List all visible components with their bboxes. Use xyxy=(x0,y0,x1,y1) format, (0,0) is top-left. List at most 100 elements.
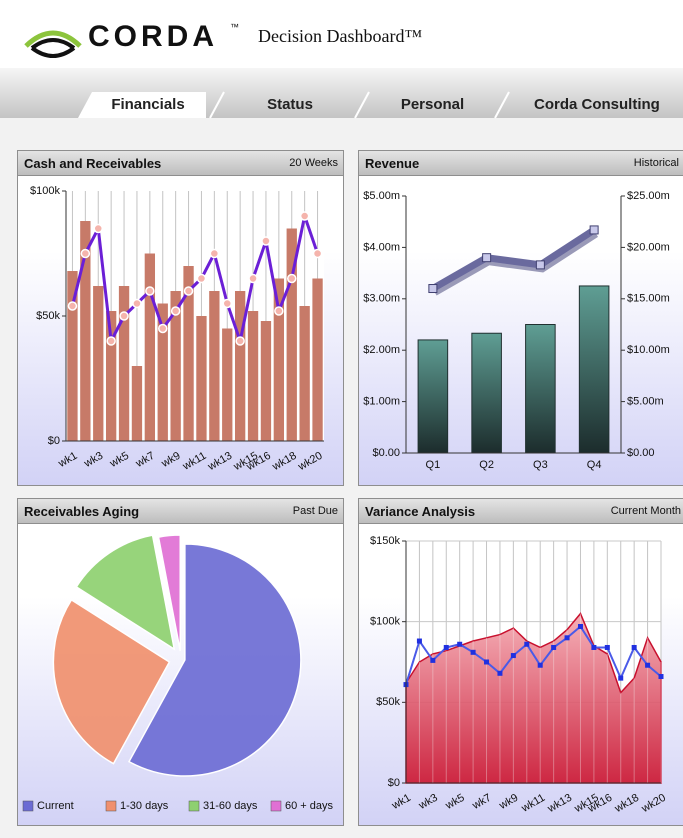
point xyxy=(577,624,583,630)
point xyxy=(428,284,438,294)
point xyxy=(589,225,599,235)
y-tick-label: $15.00m xyxy=(627,293,670,305)
legend-label: 31-60 days xyxy=(203,800,258,812)
y-tick-label: $0.00 xyxy=(372,447,400,459)
legend-swatch xyxy=(105,800,117,812)
legend-label: Current xyxy=(37,800,74,812)
x-tick-label: wk18 xyxy=(270,450,299,474)
x-tick-label: wk3 xyxy=(81,450,105,471)
bar xyxy=(247,311,259,441)
panel-title: Revenue xyxy=(365,156,420,171)
y-tick-label: $5.00m xyxy=(627,396,664,408)
y-tick-label: $3.00m xyxy=(363,293,400,305)
point xyxy=(524,641,530,647)
point xyxy=(183,286,194,296)
bar xyxy=(222,328,233,441)
x-tick-label: wk11 xyxy=(519,792,547,815)
bar xyxy=(234,291,246,441)
bar xyxy=(67,271,78,441)
point xyxy=(430,657,436,663)
panel-title-bar: Cash and Receivables 20 Weeks xyxy=(18,151,343,176)
panel-subtitle: Past Due xyxy=(292,505,338,517)
x-tick-label: Q1 xyxy=(426,459,441,471)
panel: Receivables Aging Past Due Current 1-30 da… xyxy=(17,498,344,826)
point xyxy=(196,273,207,284)
x-tick-label: wk5 xyxy=(443,792,467,813)
panel-subtitle: 20 Weeks xyxy=(289,157,338,169)
point xyxy=(235,336,245,346)
point xyxy=(248,273,258,284)
tab[interactable]: Status xyxy=(267,96,313,113)
x-tick-label: wk5 xyxy=(107,450,131,471)
point xyxy=(209,248,220,259)
point xyxy=(106,336,116,346)
x-tick-label: wk7 xyxy=(470,792,494,813)
y-tick-label: $150k xyxy=(370,535,400,547)
point xyxy=(312,248,323,259)
panel-title: Cash and Receivables xyxy=(24,156,162,171)
panel: Revenue Historical $0.00 $1.00m $2.00m $3.00… xyxy=(358,150,683,486)
logo-mark: ™ xyxy=(230,22,239,32)
point xyxy=(158,323,168,334)
point xyxy=(510,653,516,659)
point xyxy=(80,248,91,259)
point xyxy=(604,644,610,650)
point xyxy=(482,253,492,263)
panel-subtitle: Current Month xyxy=(610,505,681,517)
point xyxy=(457,641,463,647)
line xyxy=(431,226,597,292)
pie-slice xyxy=(52,598,171,765)
bar xyxy=(209,291,220,441)
y-tick-label: $10.00m xyxy=(627,344,670,356)
panel-title-bar: Revenue Historical xyxy=(359,151,683,176)
tab[interactable]: Financials xyxy=(111,96,185,113)
bar xyxy=(471,332,502,454)
x-tick-label: wk7 xyxy=(133,450,157,471)
point xyxy=(274,306,284,316)
legend-label: 60 + days xyxy=(285,800,334,812)
logo-icon xyxy=(24,30,82,58)
x-tick-label: wk3 xyxy=(416,792,440,813)
point xyxy=(591,644,597,650)
x-tick-label: wk20 xyxy=(295,450,324,474)
pie-slice xyxy=(75,534,176,651)
bar xyxy=(196,316,207,441)
point xyxy=(470,649,476,655)
x-tick-label: Q3 xyxy=(533,459,548,471)
y-tick-label: $100k xyxy=(370,616,400,628)
tab[interactable]: Corda Consulting xyxy=(534,96,660,113)
panel: Cash and Receivables 20 Weeks $0 $50k $100k… xyxy=(17,150,344,486)
bar xyxy=(80,221,91,441)
point xyxy=(564,635,570,641)
bar xyxy=(525,324,556,454)
x-tick-label: wk9 xyxy=(497,792,521,813)
point xyxy=(261,236,271,246)
point xyxy=(645,662,651,668)
bar xyxy=(299,306,310,441)
bar xyxy=(183,266,194,441)
panel-title: Receivables Aging xyxy=(24,504,140,519)
tab[interactable]: Personal xyxy=(400,96,465,113)
bar xyxy=(157,303,168,441)
x-tick-label: wk13 xyxy=(545,792,574,816)
pie-slice xyxy=(127,543,302,777)
bar xyxy=(144,253,156,441)
y-tick-label: $0 xyxy=(388,777,400,789)
y-tick-label: $0.00 xyxy=(627,447,655,459)
point xyxy=(222,298,232,309)
x-tick-label: Q2 xyxy=(479,459,494,471)
point xyxy=(484,659,490,665)
x-tick-label: Q4 xyxy=(587,459,602,471)
y-tick-label: $20.00m xyxy=(627,241,670,253)
area xyxy=(405,612,662,784)
chart: Current 1-30 days 31-60 days 60 + days xyxy=(22,534,334,812)
legend-swatch xyxy=(188,800,200,812)
chart: $0.00 $1.00m $2.00m $3.00m $4.00m $5.00m $0.00… xyxy=(363,190,670,471)
x-tick-label: wk9 xyxy=(159,450,183,471)
point xyxy=(93,223,103,234)
bar xyxy=(118,286,130,441)
point xyxy=(618,675,624,681)
